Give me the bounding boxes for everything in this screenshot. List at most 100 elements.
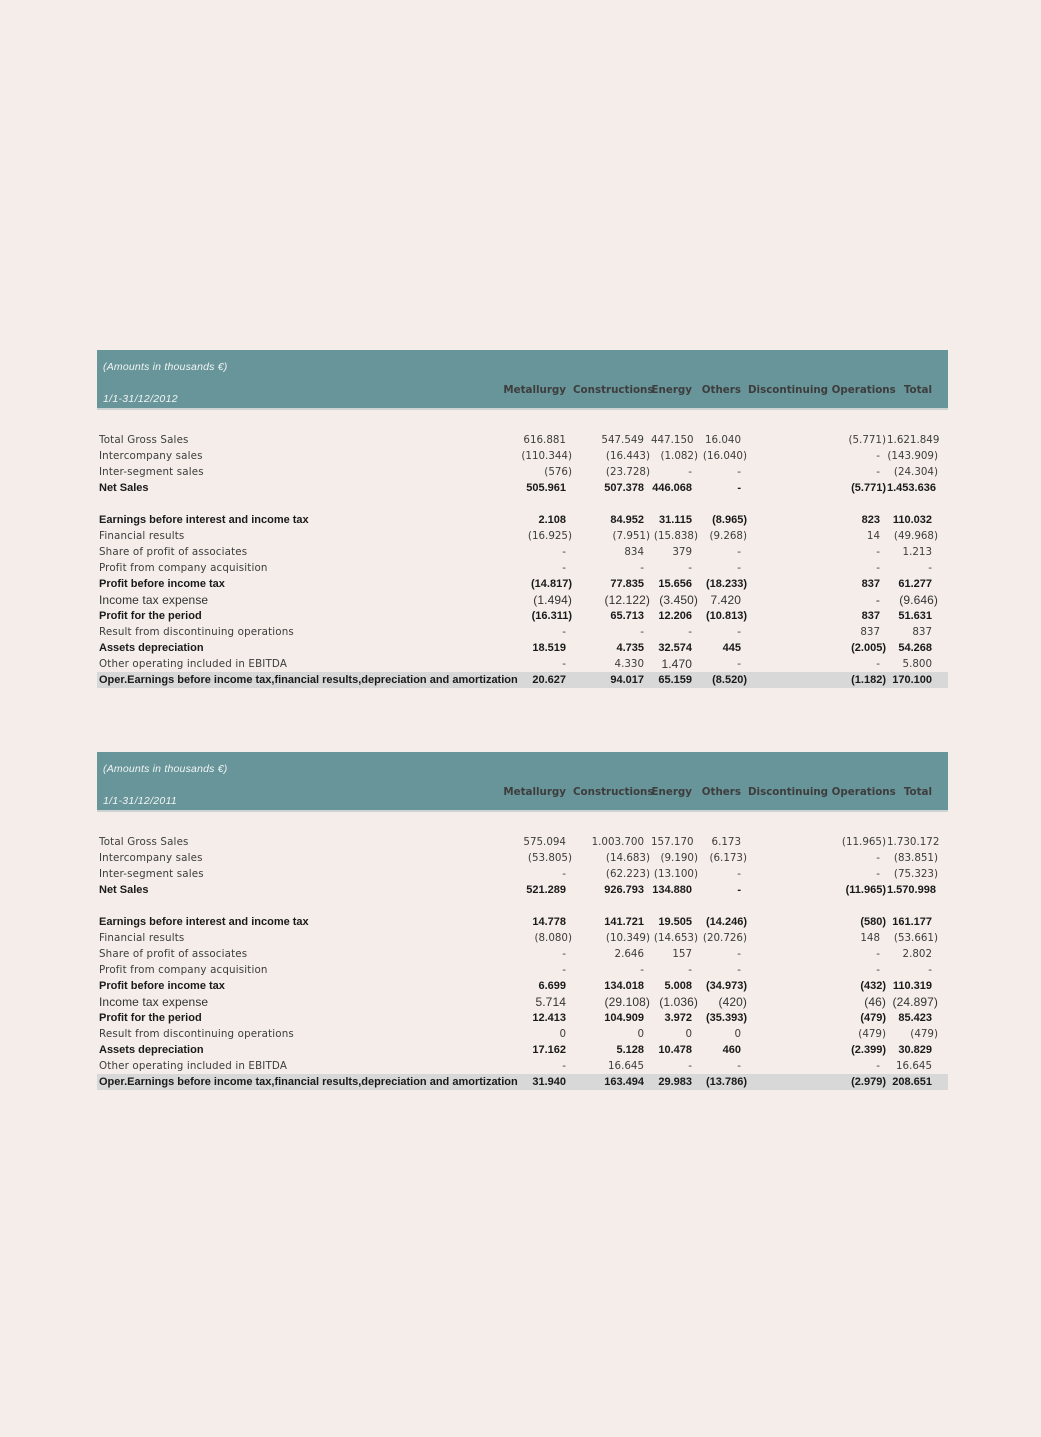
value-cell: 447.150 [651,434,694,446]
value-cell: (5.771) [848,434,886,446]
value-cell: (479) [860,1012,886,1024]
value-cell: (479) [858,1028,886,1040]
value-cell: 445 [722,642,741,654]
value-cell: (2.979) [851,1076,886,1088]
value-cell: - [688,466,692,478]
value-cell: - [562,562,566,574]
row-label: Other operating included in EBITDA [99,1060,288,1072]
value-cell: (12.122) [604,593,650,607]
value-cell: 29.983 [658,1076,692,1088]
value-cell: (14.246) [706,916,747,928]
value-cell: 110.319 [892,980,932,992]
column-header: Total [903,786,932,798]
value-cell: - [737,626,741,638]
value-cell: 17.162 [532,1044,566,1056]
value-cell: - [562,626,566,638]
table-row: Other operating included in EBITDA - 16.64… [97,1058,948,1074]
value-cell: - [688,562,692,574]
spacer-row [97,496,948,512]
value-cell: 2.802 [902,948,932,960]
value-cell: (1.036) [659,995,698,1009]
value-cell: (18.233) [706,578,747,590]
value-cell: (16.443) [605,450,650,462]
value-cell: 19.505 [658,916,692,928]
row-label: Intercompany sales [99,852,203,864]
value-cell: - [688,964,692,976]
value-cell: (16.311) [531,610,572,622]
value-cell: 3.972 [664,1012,692,1024]
value-cell: (8.965) [712,514,747,526]
row-label: Financial results [99,530,185,542]
value-cell: - [562,948,566,960]
row-label: Earnings before interest and income tax [99,514,309,526]
value-cell: 2.108 [538,514,566,526]
table-row: Intercompany sales (53.805) (14.683) (9.190… [97,850,948,866]
value-cell: 837 [861,578,880,590]
row-label: Net Sales [99,884,149,896]
value-cell: (14.817) [531,578,572,590]
value-cell: 1.453.636 [887,482,936,494]
value-cell: (62.223) [605,868,650,880]
value-cell: 77.835 [610,578,644,590]
column-headers: Metallurgy Constructions Energy Others Disco… [97,384,948,396]
value-cell: 460 [722,1044,741,1056]
value-cell: 65.713 [610,610,644,622]
value-cell: 521.289 [526,884,566,896]
table-row: Inter-segment sales (576) (23.728) - - - (24.3… [97,464,948,480]
value-cell: (53.805) [527,852,572,864]
value-cell: 31.940 [532,1076,566,1088]
column-header: Metallurgy [503,786,566,798]
value-cell: (20.726) [702,932,747,944]
value-cell: (8.520) [712,674,747,686]
value-cell: (576) [544,466,572,478]
value-cell: 10.478 [658,1044,692,1056]
value-cell: 148 [860,932,880,944]
value-cell: (9.268) [709,530,747,542]
value-cell: 6.699 [538,980,566,992]
value-cell: 31.115 [658,514,692,526]
value-cell: - [562,1060,566,1072]
table-row: Oper.Earnings before income tax,financia… [97,1074,948,1090]
row-label: Profit before income tax [99,578,225,590]
value-cell: 157 [672,948,692,960]
column-header: Total [903,384,932,396]
value-cell: 926.793 [604,884,644,896]
value-cell: (14.683) [605,852,650,864]
value-cell: 16.645 [895,1060,932,1072]
value-cell: (2.005) [851,642,886,654]
value-cell: 1.470 [661,657,692,671]
table-row: Assets depreciation 17.162 5.128 10.478 460 (… [97,1042,948,1058]
value-cell: 14.778 [532,916,566,928]
value-cell: 834 [624,546,644,558]
value-cell: 84.952 [610,514,644,526]
table-row: Share of profit of associates - 834 379 - - 1.… [97,544,948,560]
table-row: Profit from company acquisition - - - - - - [97,560,948,576]
value-cell: 16.645 [607,1060,644,1072]
value-cell: 134.018 [604,980,644,992]
row-label: Inter-segment sales [99,466,204,478]
value-cell: (9.646) [899,593,938,607]
value-cell: - [876,562,880,574]
value-cell: (420) [718,995,747,1009]
row-label: Result from discontinuing operations [99,1028,294,1040]
value-cell: 110.032 [892,514,932,526]
table-row: Financial results (16.925) (7.951) (15.838)… [97,528,948,544]
value-cell: - [876,546,880,558]
value-cell: (24.897) [892,995,938,1009]
row-label: Share of profit of associates [99,948,248,960]
column-header: Discontinuing Operations [748,384,896,396]
table-row: Assets depreciation 18.519 4.735 32.574 445 (… [97,640,948,656]
value-cell: (29.108) [604,995,650,1009]
value-cell: - [876,450,880,462]
row-label: Total Gross Sales [99,836,189,848]
value-cell: - [640,626,644,638]
row-label: Profit from company acquisition [99,562,268,574]
value-cell: 4.330 [614,658,644,670]
value-cell: 94.017 [610,674,644,686]
value-cell: 0 [637,1028,644,1040]
table-row: Profit from company acquisition - - - - - - [97,962,948,978]
value-cell: - [876,852,880,864]
value-cell: 134.880 [652,884,692,896]
column-header: Energy [651,384,692,396]
value-cell: 20.627 [532,674,566,686]
